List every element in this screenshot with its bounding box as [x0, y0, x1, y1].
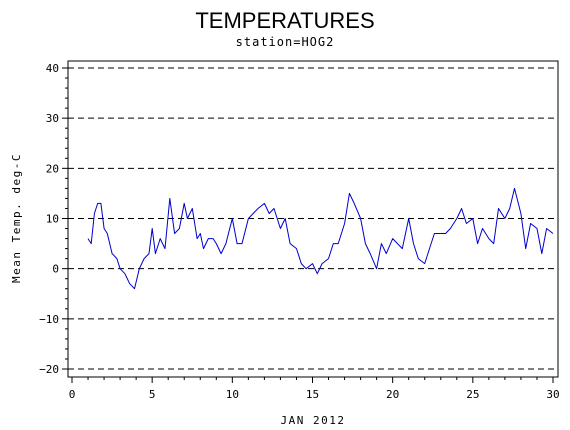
y-tick-label: 40 [46, 62, 59, 75]
x-tick-label: 20 [386, 388, 399, 401]
y-axis: −20 −10 0 10 20 30 40 [39, 62, 68, 376]
y-tick-label: −20 [39, 363, 59, 376]
x-tick-label: 10 [226, 388, 239, 401]
y-tick-label: 0 [52, 263, 59, 276]
y-tick-label: −10 [39, 313, 59, 326]
grid-lines [68, 67, 558, 370]
x-axis: 0 5 10 15 20 25 30 [69, 377, 560, 401]
x-tick-label: 25 [466, 388, 479, 401]
y-tick-label: 30 [46, 112, 59, 125]
y-tick-label: 10 [46, 213, 59, 226]
x-tick-label: 5 [149, 388, 156, 401]
series-line [87, 187, 554, 290]
y-tick-label: 20 [46, 162, 59, 175]
y-axis-label: Mean Temp. deg-C [10, 153, 23, 283]
series-layer [87, 187, 554, 290]
chart-title: TEMPERATURES [195, 8, 374, 33]
chart-subtitle: station=HOG2 [236, 35, 335, 49]
x-axis-label: JAN 2012 [281, 414, 346, 427]
x-tick-label: 0 [69, 388, 76, 401]
x-tick-label: 15 [306, 388, 319, 401]
x-tick-label: 30 [546, 388, 559, 401]
